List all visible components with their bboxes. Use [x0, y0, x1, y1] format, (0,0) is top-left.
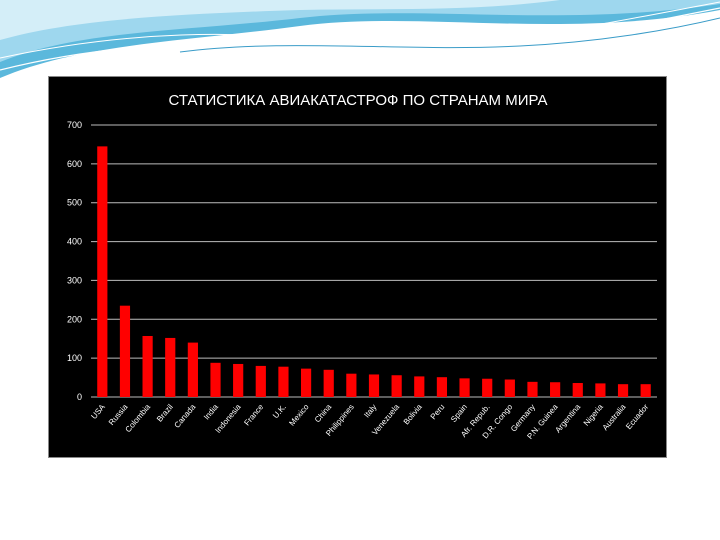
- x-tick-label: France: [242, 402, 265, 427]
- x-tick-label: Colombia: [124, 402, 153, 434]
- bar: [300, 368, 312, 397]
- y-tick-label: 500: [67, 198, 82, 208]
- bar: [323, 369, 334, 397]
- wave-band-pale: [0, 0, 560, 40]
- y-tick-label: 0: [77, 392, 82, 402]
- bar: [255, 365, 266, 397]
- bar: [640, 384, 651, 397]
- bar: [142, 335, 153, 397]
- x-tick-label: India: [202, 402, 220, 421]
- y-tick-label: 400: [67, 237, 82, 247]
- bar: [368, 374, 380, 397]
- bars: [97, 146, 651, 397]
- bar: [527, 381, 538, 397]
- wave-line-1: [0, 7, 720, 71]
- x-tick-label: U.K.: [271, 403, 288, 421]
- chart-panel: СТАТИСТИКА АВИАКАТАСТРОФ ПО СТРАНАМ МИРА…: [48, 76, 667, 458]
- x-tick-label: Australia: [601, 402, 628, 432]
- y-tick-label: 100: [67, 353, 82, 363]
- bar: [504, 379, 515, 397]
- bar: [346, 373, 357, 397]
- y-tick-label: 300: [67, 275, 82, 285]
- x-tick-label: China: [313, 402, 334, 424]
- x-tick-label: USA: [89, 402, 107, 421]
- y-tick-label: 200: [67, 314, 82, 324]
- bar: [595, 383, 606, 397]
- x-tick-label: Ecuador: [624, 402, 650, 431]
- x-tick-label: Peru: [429, 403, 447, 422]
- y-tick-label: 700: [67, 120, 82, 130]
- x-tick-label: Spain: [449, 403, 469, 424]
- x-tick-label: Mexico: [287, 402, 311, 428]
- x-tick-label: Italy: [362, 403, 378, 420]
- bar: [617, 384, 629, 397]
- x-tick-label: Russia: [107, 402, 130, 427]
- bar: [165, 337, 176, 397]
- bar: [436, 377, 448, 397]
- slide-wave-decoration: [0, 0, 720, 78]
- bar: [572, 383, 583, 397]
- bar: [97, 146, 108, 397]
- bar: [482, 378, 493, 397]
- bar: [187, 342, 198, 397]
- x-tick-label: Bolivia: [402, 402, 424, 426]
- bar: [233, 363, 244, 397]
- bar-chart: СТАТИСТИКА АВИАКАТАСТРОФ ПО СТРАНАМ МИРА…: [67, 92, 657, 441]
- wave-band-light: [0, 0, 720, 62]
- x-tick-label: Brazil: [155, 402, 175, 423]
- bar: [119, 305, 131, 397]
- grid-lines: [91, 124, 657, 398]
- wave-line-3: [179, 17, 720, 53]
- wave-line-2: [0, 1, 720, 59]
- bar: [550, 382, 561, 397]
- y-axis-ticks: 0 100 200 300 400 500 600 700: [67, 120, 82, 402]
- chart-title: СТАТИСТИКА АВИАКАТАСТРОФ ПО СТРАНАМ МИРА: [169, 92, 548, 109]
- bar: [278, 366, 289, 397]
- bar: [414, 376, 425, 397]
- y-tick-label: 600: [67, 159, 82, 169]
- bar: [210, 362, 221, 397]
- bar: [459, 378, 470, 397]
- x-tick-label: Canada: [172, 402, 197, 430]
- bar: [391, 375, 402, 397]
